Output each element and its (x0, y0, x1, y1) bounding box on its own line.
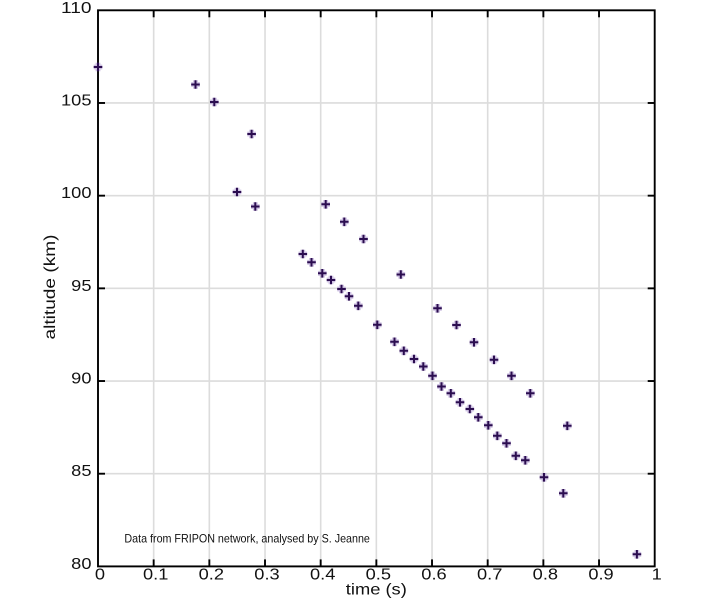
svg-text:0.5: 0.5 (366, 567, 392, 584)
svg-text:90: 90 (71, 371, 91, 388)
svg-text:time (s): time (s) (346, 582, 407, 599)
svg-text:0.4: 0.4 (310, 567, 336, 584)
svg-text:85: 85 (71, 463, 91, 480)
svg-text:0.6: 0.6 (421, 567, 447, 584)
svg-text:0.7: 0.7 (477, 567, 503, 584)
svg-text:95: 95 (71, 278, 91, 295)
svg-text:80: 80 (71, 556, 91, 573)
svg-text:100: 100 (61, 185, 92, 202)
svg-text:0.1: 0.1 (143, 567, 169, 584)
svg-text:105: 105 (61, 93, 92, 110)
svg-text:0.3: 0.3 (254, 567, 280, 584)
svg-text:0.9: 0.9 (588, 567, 614, 584)
svg-text:0: 0 (95, 567, 105, 584)
svg-text:Data from FRIPON network, anal: Data from FRIPON network, analysed by S.… (124, 532, 370, 546)
svg-text:altitude (km): altitude (km) (42, 235, 59, 340)
svg-text:110: 110 (61, 0, 92, 17)
svg-text:1: 1 (652, 567, 662, 584)
svg-text:0.8: 0.8 (533, 567, 559, 584)
svg-text:0.2: 0.2 (199, 567, 225, 584)
